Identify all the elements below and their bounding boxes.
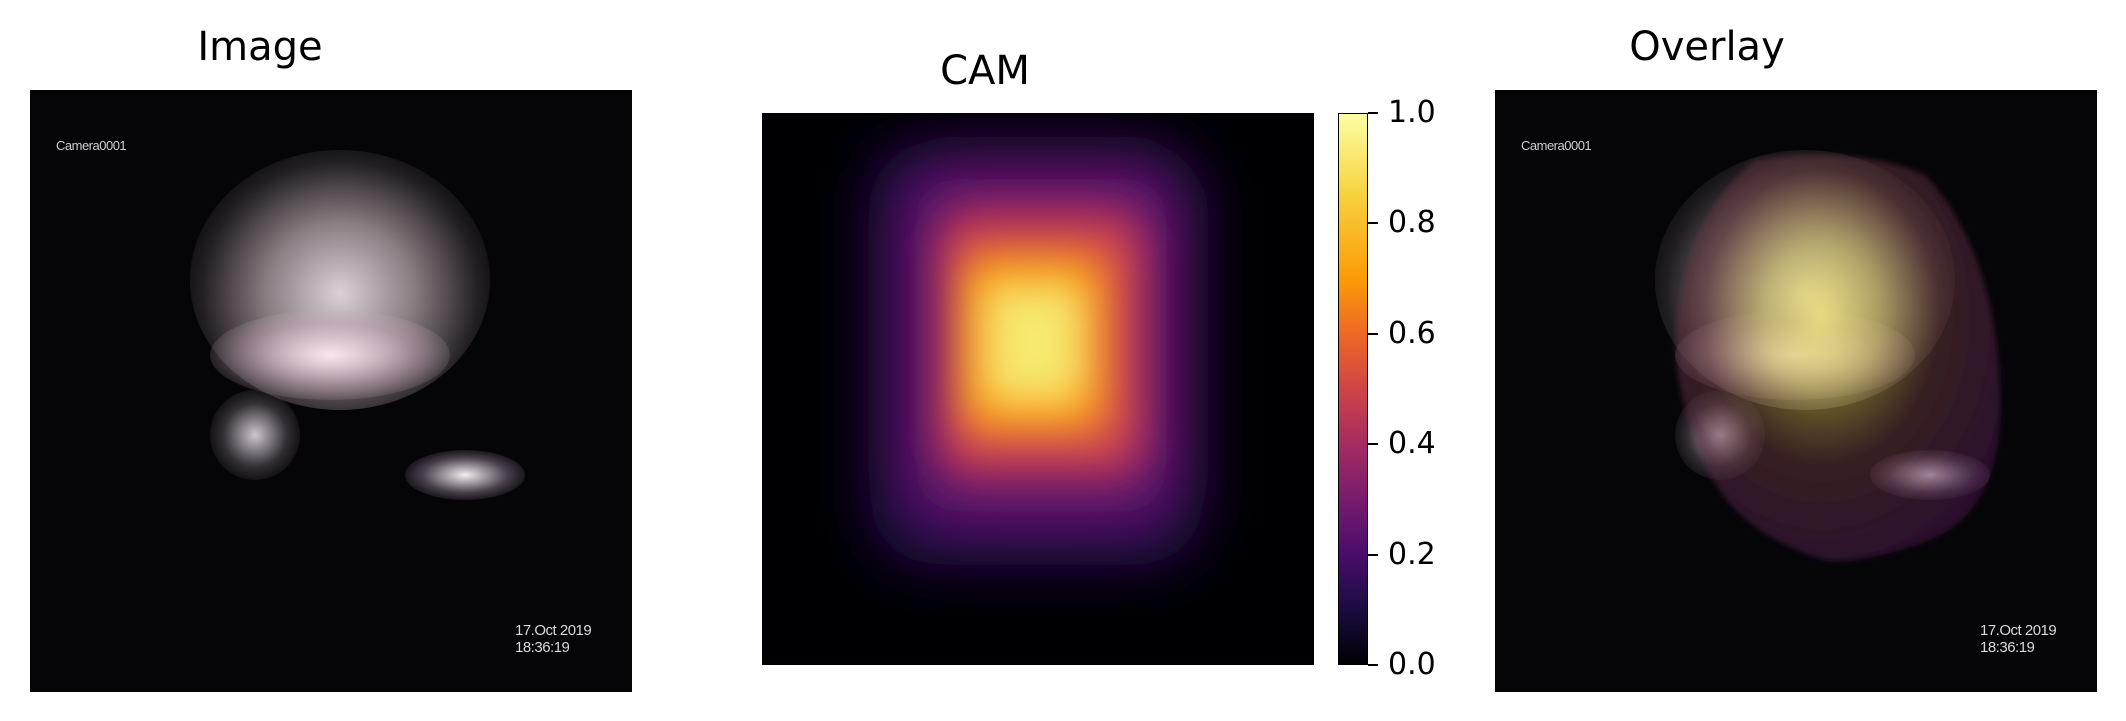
image-panel-title: Image: [197, 24, 323, 70]
colorbar-tick-label: 0.8: [1388, 205, 1436, 240]
cam-heatmap-svg: [762, 113, 1314, 665]
colorbar-tick-label: 0.2: [1388, 537, 1436, 572]
colorbar-tick: [1368, 222, 1378, 224]
camera-label: Camera0001: [56, 138, 127, 153]
camera-label: Camera0001: [1521, 138, 1592, 153]
overlay-panel-title: Overlay: [1629, 24, 1785, 70]
colorbar-tick: [1368, 554, 1378, 556]
timestamp-label: 17.Oct 2019 18:36:19: [1980, 622, 2057, 656]
colorbar: [1338, 113, 1368, 665]
colorbar-tick-label: 0.6: [1388, 316, 1436, 351]
colorbar-tick: [1368, 333, 1378, 335]
cam-heatmap: [762, 113, 1314, 665]
colorbar-tick: [1368, 664, 1378, 666]
colorbar-tick-label: 0.4: [1388, 426, 1436, 461]
fire-spot-lower: [210, 390, 300, 480]
colorbar-tick-label: 0.0: [1388, 647, 1436, 682]
fire-glow: [210, 310, 450, 400]
colorbar-tick: [1368, 443, 1378, 445]
colorbar-tick-label: 1.0: [1388, 95, 1436, 130]
overlay-image: Camera0001 17.Oct 2019 18:36:19: [1495, 90, 2097, 692]
timestamp-label: 17.Oct 2019 18:36:19: [515, 622, 592, 656]
fire-line: [405, 450, 525, 500]
cam-panel-title: CAM: [940, 48, 1030, 94]
original-image: Camera0001 17.Oct 2019 18:36:19: [30, 90, 632, 692]
colorbar-tick: [1368, 112, 1378, 114]
cam-overlay-svg: [1675, 155, 2001, 561]
